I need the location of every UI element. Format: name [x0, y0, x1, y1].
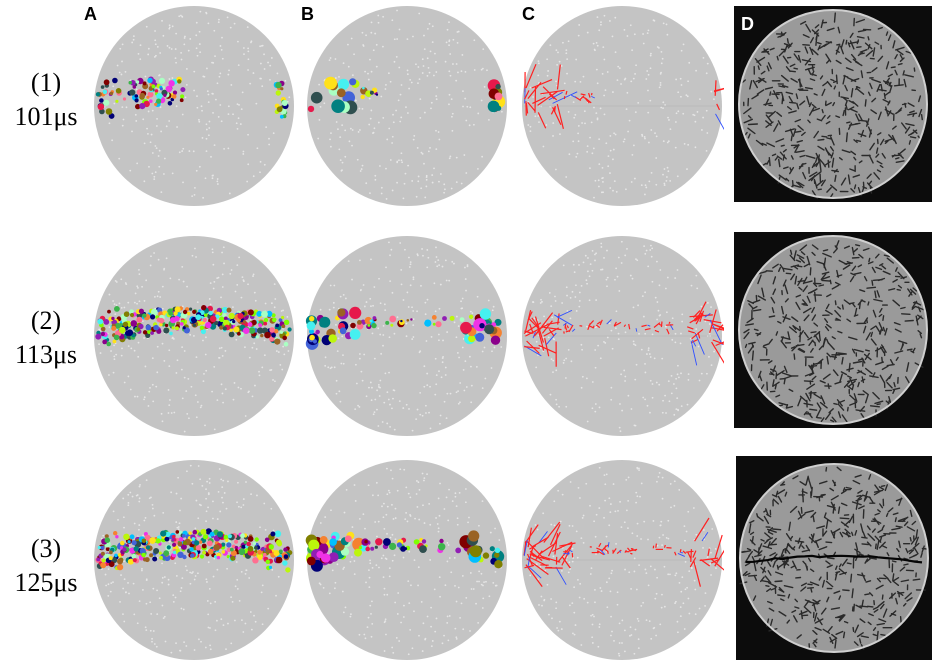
- panel-b-row-3: [305, 460, 507, 660]
- disc-texture: [319, 241, 503, 432]
- crack-vectors: [523, 301, 724, 367]
- disc-texture: [528, 466, 717, 657]
- fragment-bubbles: [305, 530, 505, 572]
- specimen-disc: [739, 236, 927, 424]
- row-index-2: (2): [30, 306, 62, 335]
- disc-texture: [310, 467, 502, 656]
- disc-texture: [525, 240, 719, 433]
- column-label-b: B: [301, 4, 314, 24]
- row-label-1: (1) 101μs: [0, 66, 92, 134]
- disc-texture: [100, 464, 288, 654]
- panel-c-row-1: [522, 6, 724, 206]
- panel-d-row-3: [736, 456, 932, 660]
- disc-background: [307, 6, 507, 206]
- disc-background: [94, 6, 294, 206]
- fragment-clusters: [95, 76, 289, 119]
- panel-c-row-2: [522, 236, 724, 436]
- row-time-1: 101μs: [14, 102, 78, 131]
- panel-b-row-1: [307, 6, 507, 206]
- panel-a-row-2: [94, 236, 294, 436]
- panel-a-row-3: [94, 460, 294, 660]
- fragment-clusters: [95, 305, 292, 347]
- macro-crack: [745, 554, 923, 564]
- fragment-clusters: [95, 528, 293, 573]
- disc-background: [307, 460, 507, 660]
- speckle-pattern: [740, 12, 924, 199]
- disc-background: [94, 460, 294, 660]
- panel-a-row-1: [94, 6, 294, 206]
- row-index-3: (3): [30, 534, 62, 563]
- specimen-rim: [738, 9, 928, 199]
- disc-texture: [527, 14, 715, 199]
- row-time-2: 113μs: [14, 340, 78, 369]
- row-label-3: (3) 125μs: [0, 532, 92, 600]
- fragment-bubbles: [307, 76, 506, 115]
- panel-c-row-3: [522, 460, 724, 660]
- column-label-d: D: [741, 14, 754, 34]
- crack-vectors: [523, 517, 724, 587]
- column-label-a: A: [84, 4, 97, 24]
- specimen-rim: [738, 235, 928, 425]
- row-index-1: (1): [30, 68, 62, 97]
- speckle-pattern: [738, 466, 928, 651]
- crack-vectors: [524, 63, 724, 131]
- disc-texture: [98, 246, 290, 433]
- row-time-3: 125μs: [14, 568, 78, 597]
- column-label-c: C: [522, 4, 535, 24]
- row-label-2: (2) 113μs: [0, 304, 92, 372]
- panel-d-row-2: [734, 232, 932, 428]
- panel-d-row-1: [734, 6, 932, 202]
- panel-b-row-2: [305, 236, 507, 436]
- speckle-pattern: [743, 240, 925, 423]
- fragment-bubbles: [305, 306, 502, 350]
- specimen-rim: [739, 463, 929, 653]
